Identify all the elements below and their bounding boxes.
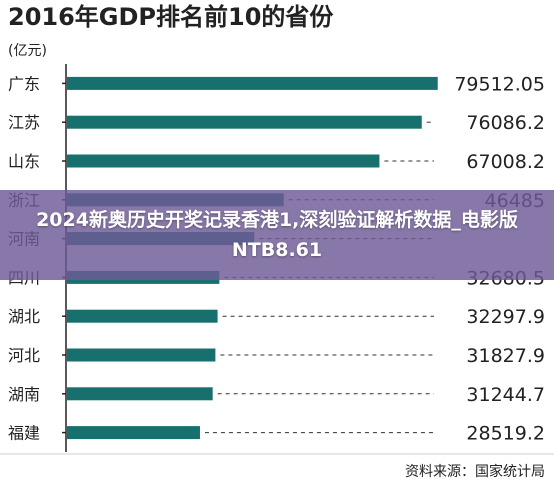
- unit-label: (亿元): [8, 43, 47, 59]
- value-label: 31244.7: [466, 384, 545, 406]
- bar: [67, 348, 216, 362]
- value-label: 79512.05: [454, 73, 545, 95]
- category-label: 福建: [8, 424, 40, 443]
- bar: [67, 426, 200, 440]
- value-label: 31827.9: [466, 345, 545, 367]
- overlay-banner: 2024新奥历史开奖记录香港1,深刻验证解析数据_电影版NTB8.61: [0, 190, 554, 280]
- value-label: 28519.2: [466, 423, 545, 445]
- bar: [67, 309, 218, 323]
- value-label: 76086.2: [466, 112, 545, 134]
- category-label: 广东: [8, 74, 40, 93]
- source-label: 资料来源：国家统计局: [405, 463, 545, 480]
- category-label: 湖北: [8, 307, 40, 326]
- bar: [67, 387, 213, 401]
- category-label: 湖南: [8, 385, 40, 404]
- category-label: 河北: [8, 346, 40, 365]
- bar: [67, 76, 438, 90]
- value-label: 67008.2: [466, 151, 545, 173]
- category-label: 山东: [8, 152, 40, 171]
- bar: [67, 154, 380, 168]
- category-label: 江苏: [8, 113, 40, 132]
- bar: [67, 115, 422, 129]
- value-label: 32297.9: [466, 306, 545, 328]
- chart-title: 2016年GDP排名前10的省份: [8, 3, 334, 31]
- overlay-text: 2024新奥历史开奖记录香港1,深刻验证解析数据_电影版NTB8.61: [36, 209, 518, 261]
